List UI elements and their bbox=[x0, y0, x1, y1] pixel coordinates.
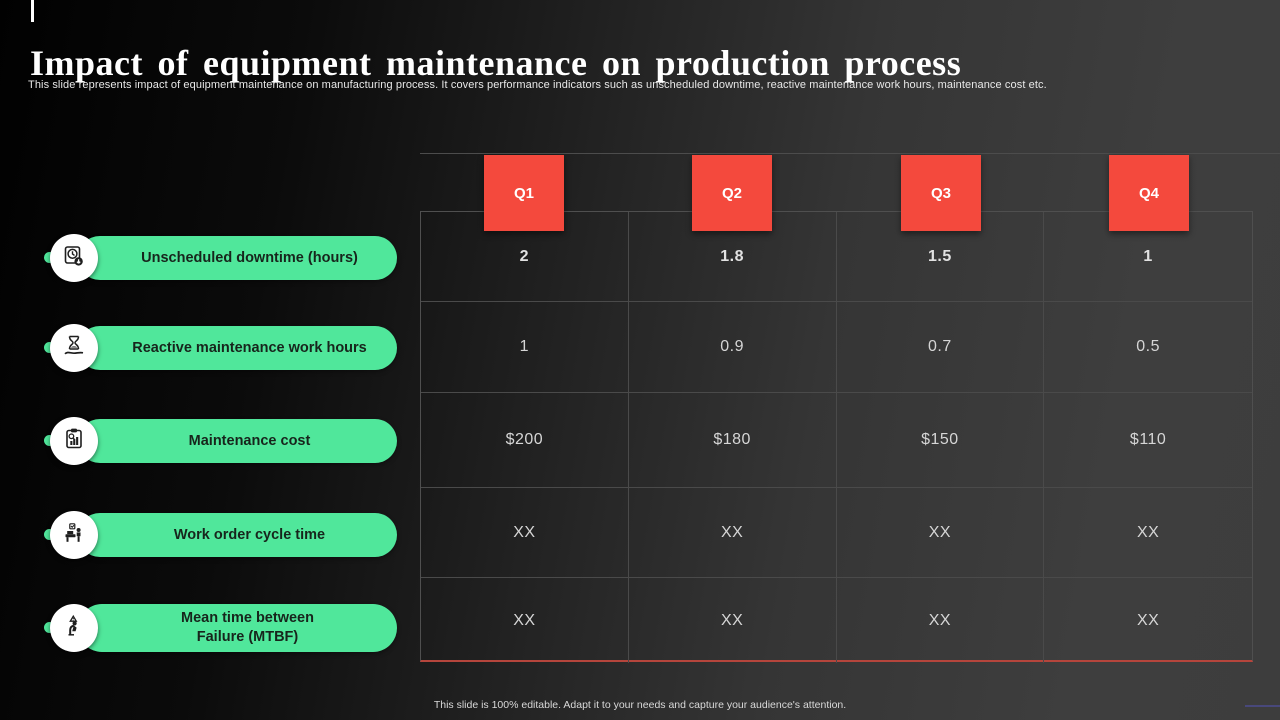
editable-note: This slide is 100% editable. Adapt it to… bbox=[433, 699, 847, 711]
clock-down-icon bbox=[61, 243, 87, 274]
corner-accent-line bbox=[1245, 705, 1280, 707]
kpi-icon-badge bbox=[50, 234, 98, 282]
table-cell: 0.9 bbox=[628, 302, 837, 393]
kpi-label: Maintenance cost bbox=[188, 432, 311, 449]
hourglass-hand-icon bbox=[61, 333, 87, 364]
table-cell: 0.5 bbox=[1044, 302, 1252, 393]
green-dot bbox=[44, 252, 55, 263]
table-cell: $200 bbox=[421, 393, 629, 488]
kpi-icon-badge bbox=[50, 324, 98, 372]
column-header-q4: Q4 bbox=[1109, 155, 1189, 231]
page-title: Impact of equipment maintenance on produ… bbox=[30, 43, 962, 84]
table-cell: 2 bbox=[421, 212, 629, 302]
table-cell: 1 bbox=[1044, 212, 1252, 302]
work-order-desk-icon bbox=[61, 520, 87, 551]
table-cell: XX bbox=[836, 488, 1045, 578]
kpi-label: Work order cycle time bbox=[173, 526, 326, 543]
green-dot bbox=[44, 435, 55, 446]
table-cell: XX bbox=[837, 578, 1045, 663]
table-cell: XX bbox=[628, 488, 837, 578]
kpi-values-table: 2 1.8 1.5 1 1 0.9 0.7 0.5 $200 $180 $150… bbox=[420, 211, 1253, 663]
kpi-pill: Unscheduled downtime (hours) bbox=[78, 236, 397, 280]
kpi-label: Mean time between Failure (MTBF) bbox=[181, 610, 314, 645]
kpi-label: Reactive maintenance work hours bbox=[132, 339, 367, 356]
kpi-pill: Maintenance cost bbox=[78, 419, 397, 463]
kpi-pill: Mean time between Failure (MTBF) bbox=[78, 604, 397, 652]
table-cell: XX bbox=[1136, 611, 1160, 629]
table-cell: 0.7 bbox=[836, 302, 1045, 393]
table-cell: $150 bbox=[836, 393, 1045, 488]
slide-description: This slide represents impact of equipmen… bbox=[28, 79, 1047, 91]
kpi-label: Unscheduled downtime (hours) bbox=[141, 249, 358, 266]
table-cell: 1.8 bbox=[628, 212, 837, 302]
column-header-q2: Q2 bbox=[692, 155, 772, 231]
kpi-pill: Work order cycle time bbox=[78, 513, 397, 557]
kpi-pill: Reactive maintenance work hours bbox=[78, 326, 397, 370]
table-cell: $180 bbox=[628, 393, 837, 488]
top-left-accent-bar bbox=[31, 0, 34, 22]
person-failure-icon bbox=[61, 613, 87, 644]
table-cell: XX bbox=[1044, 488, 1252, 578]
kpi-icon-badge bbox=[50, 511, 98, 559]
green-dot bbox=[44, 622, 55, 633]
column-header-q3: Q3 bbox=[901, 155, 981, 231]
table-cell: $110 bbox=[1044, 393, 1252, 488]
green-dot bbox=[44, 342, 55, 353]
table-cell: XX bbox=[629, 578, 837, 663]
clipboard-chart-icon bbox=[61, 426, 87, 457]
kpi-icon-badge bbox=[50, 417, 98, 465]
table-cell: 1.5 bbox=[836, 212, 1045, 302]
table-cell: 1 bbox=[421, 302, 629, 393]
column-header-q1: Q1 bbox=[484, 155, 564, 231]
kpi-icon-badge bbox=[50, 604, 98, 652]
header-rule-line bbox=[420, 153, 1280, 154]
table-cell: XX bbox=[421, 578, 629, 663]
table-cell: XX bbox=[421, 488, 629, 578]
green-dot bbox=[44, 529, 55, 540]
